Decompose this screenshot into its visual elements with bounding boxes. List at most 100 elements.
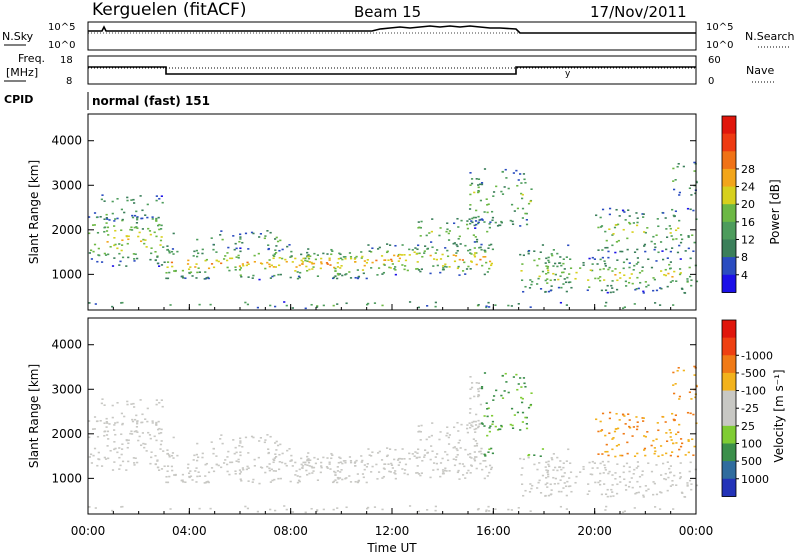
- velocity-echo: [491, 452, 495, 455]
- velocity-echo: [476, 426, 480, 429]
- velocity-echo: [383, 463, 386, 465]
- power-echo: [544, 290, 547, 293]
- power-echo: [434, 305, 437, 308]
- velocity-echo: [299, 475, 302, 478]
- velocity-echo: [268, 463, 271, 465]
- velocity-echo: [423, 454, 426, 456]
- velocity-echo: [336, 470, 340, 472]
- power-echo: [155, 199, 158, 202]
- power-echo: [447, 239, 451, 241]
- velocity-echo: [564, 485, 568, 488]
- velocity-echo: [357, 479, 361, 482]
- power-echo: [181, 275, 184, 278]
- power-echo: [461, 270, 465, 272]
- power-echo: [652, 277, 655, 279]
- power-echo: [469, 204, 472, 206]
- power-echo: [671, 275, 674, 278]
- power-echo: [168, 271, 171, 274]
- velocity-echo: [520, 396, 523, 399]
- power-echo: [247, 248, 250, 250]
- velocity-echo: [349, 459, 353, 462]
- power-echo: [624, 219, 627, 221]
- velocity-echo: [394, 448, 397, 451]
- power-echo: [599, 226, 603, 228]
- velocity-echo: [469, 426, 472, 429]
- velocity-echo: [312, 466, 316, 469]
- velocity-echo: [99, 419, 102, 422]
- power-colorbar-segment: [722, 257, 736, 276]
- power-echo: [644, 231, 647, 234]
- velocity-echo: [290, 459, 293, 461]
- power-echo: [181, 269, 185, 272]
- power-echo: [419, 270, 422, 273]
- velocity-echo: [170, 465, 174, 468]
- velocity-echo: [678, 395, 682, 398]
- power-echo: [194, 266, 197, 268]
- power-echo: [339, 253, 342, 256]
- velocity-echo: [488, 464, 492, 467]
- velocity-echo: [118, 468, 121, 470]
- velocity-echo: [533, 463, 536, 466]
- velocity-echo: [300, 457, 303, 460]
- power-echo: [644, 281, 647, 283]
- power-echo: [277, 273, 280, 276]
- power-echo: [569, 281, 572, 283]
- velocity-echo: [489, 425, 492, 428]
- velocity-echo: [314, 462, 318, 465]
- power-echo: [341, 274, 344, 277]
- nsky-line: [88, 25, 696, 34]
- power-echo: [690, 194, 693, 196]
- velocity-echo: [544, 494, 547, 497]
- velocity-echo: [417, 448, 420, 451]
- power-echo: [487, 247, 490, 249]
- velocity-echo: [644, 454, 647, 457]
- power-echo: [479, 246, 482, 249]
- velocity-echo: [559, 460, 562, 462]
- velocity-echo: [397, 457, 400, 460]
- power-echo: [602, 268, 605, 270]
- power-echo: [253, 260, 256, 263]
- power-echo: [483, 221, 486, 223]
- velocity-colorbar-tick-label: -25: [741, 402, 759, 415]
- power-echo: [491, 248, 495, 251]
- velocity-echo: [245, 468, 248, 471]
- power-echo: [483, 249, 486, 252]
- velocity-echo: [677, 366, 680, 369]
- velocity-echo: [279, 477, 282, 480]
- power-echo: [484, 251, 487, 253]
- power-echo: [483, 273, 486, 276]
- velocity-echo: [337, 478, 340, 480]
- power-echo: [672, 188, 676, 191]
- velocity-echo: [452, 458, 455, 460]
- velocity-echo: [253, 464, 256, 467]
- velocity-echo: [599, 430, 603, 432]
- power-echo: [678, 273, 682, 276]
- velocity-echo: [690, 488, 693, 491]
- power-echo: [331, 277, 335, 280]
- velocity-echo: [669, 436, 672, 438]
- power-echo: [656, 218, 659, 220]
- velocity-echo: [679, 445, 683, 448]
- power-colorbar-segment: [722, 151, 736, 170]
- velocity-echo: [253, 458, 256, 461]
- velocity-echo: [106, 445, 109, 447]
- power-echo: [669, 281, 672, 283]
- power-echo: [645, 285, 648, 288]
- power-echo: [275, 236, 278, 239]
- velocity-echo: [142, 442, 145, 445]
- velocity-echo: [278, 461, 281, 463]
- power-echo: [674, 210, 678, 213]
- velocity-echo: [604, 469, 607, 471]
- velocity-echo: [574, 481, 577, 484]
- power-echo: [187, 259, 190, 262]
- velocity-echo: [155, 424, 158, 426]
- velocity-colorbar-label: Velocity [m s⁻¹]: [772, 369, 786, 462]
- power-echo: [604, 230, 607, 233]
- velocity-echo: [644, 485, 647, 487]
- power-echo: [205, 258, 209, 261]
- power-echo: [689, 208, 692, 211]
- power-echo: [688, 275, 692, 278]
- velocity-echo: [281, 452, 284, 455]
- velocity-echo: [673, 474, 676, 477]
- power-echo: [215, 251, 218, 253]
